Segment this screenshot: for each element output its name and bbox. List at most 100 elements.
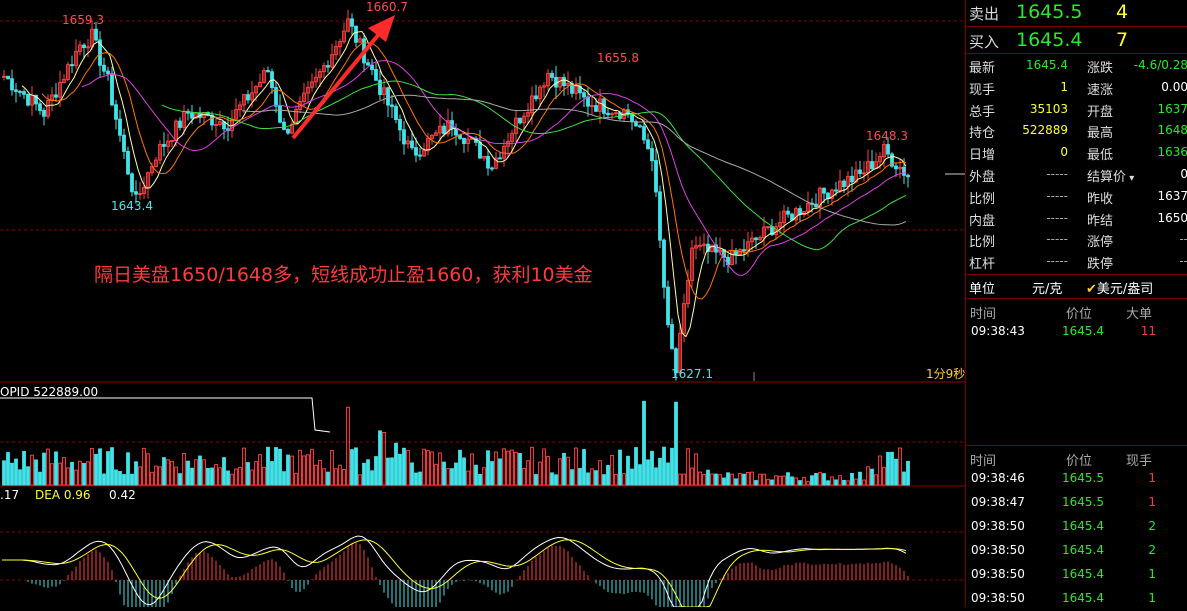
stat-value: ----- [1046,210,1068,225]
candle [390,104,394,107]
candle [898,166,902,170]
table-header-cell: 价位 [1066,454,1093,469]
candle [218,121,222,126]
price-chart[interactable]: 1659.3 1660.7 1655.8 1648.3 1643.4 1627.… [0,0,965,607]
volume-bar [82,463,86,486]
volume-bar [726,472,730,486]
volume-bar [402,447,406,486]
candle [522,115,526,124]
stat-label: 现手 [969,82,996,98]
candle [102,64,106,72]
candle [114,104,118,120]
volume-bar [66,467,70,486]
volume-bar [298,449,302,486]
volume-bar [470,453,474,486]
volume-bar [366,459,370,486]
table-row[interactable]: 09:38:43 1645.4 11 [966,322,1187,344]
table-row[interactable]: 09:38:47 1645.5 1 [966,493,1187,515]
volume-bar [362,462,366,486]
candle [2,75,6,78]
table-row[interactable]: 09:38:50 1645.4 1 [966,565,1187,587]
volume-bar [210,467,214,486]
chart-annotation: 隔日美盘1650/1648多，短线成功止盈1660，获利10美金 [94,264,593,286]
candle [134,191,138,195]
candle [666,286,670,326]
sell-row[interactable]: 卖出 1645.5 4 [966,0,1187,26]
divider [966,26,1187,27]
volume-bar [494,451,498,486]
volume-bar [150,471,154,486]
volume-bar [134,461,138,486]
volume-bar [166,459,170,486]
buy-row[interactable]: 买入 1645.4 7 [966,28,1187,54]
candle [830,189,834,199]
volume-bar [30,454,34,486]
volume-bar [482,467,486,486]
candle [398,119,402,131]
volume-bar [630,468,634,486]
volume-bar [206,467,210,486]
volume-bar [734,478,738,486]
volume-bar [170,460,174,486]
table-row[interactable]: 09:38:46 1645.5 1 [966,469,1187,491]
volume-bar [454,462,458,486]
volume-bars [2,400,910,486]
divider [966,53,1187,54]
candle [146,172,150,188]
candle [130,173,134,193]
unit-value: 元/克 [1032,282,1063,297]
candle [346,18,350,32]
peak-label: 1655.8 [597,51,639,65]
candle [806,202,810,212]
unit-option[interactable]: ✔美元/盎司 [1086,278,1153,297]
candle [366,62,370,66]
candle [754,237,758,241]
candle [802,210,806,216]
candle [210,114,214,126]
sell-label: 卖出 [969,5,1000,23]
stat-label: 涨跌 [1087,61,1114,76]
volume-bar [502,448,506,486]
volume-bar [358,474,362,486]
table-row[interactable]: 09:38:50 1645.4 1 [966,589,1187,611]
candle [142,186,146,195]
stat-value: 1637 [1157,188,1187,203]
candle [538,86,542,100]
peak-label: 1659.3 [62,13,104,27]
table-row[interactable]: 09:38:50 1645.4 2 [966,517,1187,539]
volume-bar [666,462,670,486]
stat-label: 比例 [969,235,996,251]
volume-bar [242,447,246,486]
candle [494,157,498,169]
table-row[interactable]: 09:38:50 1645.4 2 [966,541,1187,563]
volume-bar [586,472,590,486]
candle [698,244,702,247]
volume-bar [326,471,330,486]
stat-label: 总手 [969,104,996,120]
candle [374,69,378,81]
volume-bar [234,468,238,486]
volume-bar [690,467,694,486]
ma-line [241,94,907,226]
dropdown-icon[interactable]: ▾ [1126,173,1135,184]
volume-bar [754,480,758,486]
volume-bar [58,462,62,486]
candle [338,41,342,48]
candle [10,78,14,91]
volume-bar [378,430,382,486]
candle [170,139,174,142]
stat-row: 比例 ----- 涨停 -- [966,229,1187,251]
volume-bar [106,451,110,486]
volume-bar [214,464,218,486]
stat-label: 速涨 [1087,82,1114,98]
trade-qty: 11 [1140,324,1156,338]
volume-bar [290,455,294,486]
candle [98,39,102,66]
candle [466,138,470,145]
candle [786,210,790,215]
candle [430,134,434,139]
unit-row: 单位 元/克 ✔美元/盎司 [966,276,1187,298]
volume-bar [758,473,762,486]
volume-bar [410,462,414,486]
peak-label: 1660.7 [366,0,408,14]
